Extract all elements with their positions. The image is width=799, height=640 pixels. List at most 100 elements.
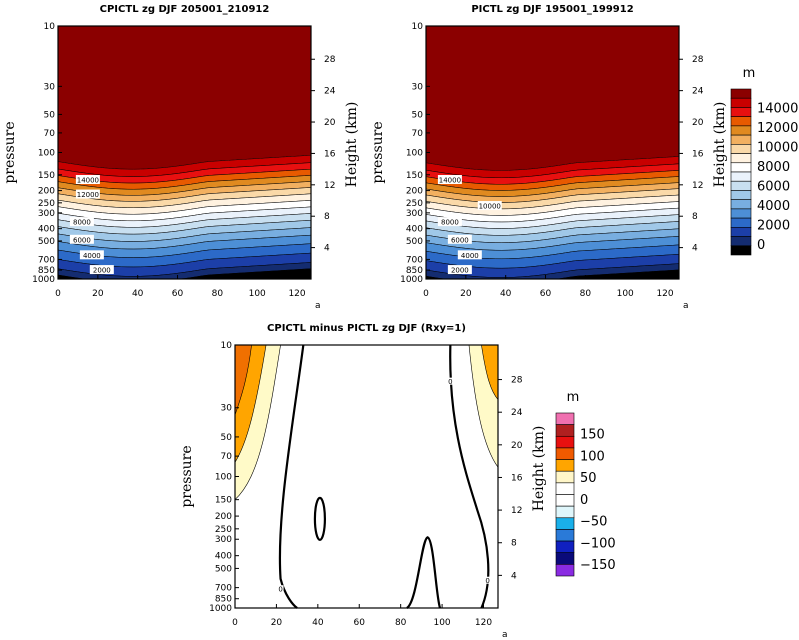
pressure-tick-label: 10 bbox=[412, 22, 424, 32]
contour-label: 8000 bbox=[73, 219, 91, 227]
pressure-tick-label: 50 bbox=[44, 110, 56, 120]
x-tick-label: 60 bbox=[172, 289, 184, 299]
plot-frame bbox=[425, 25, 680, 280]
x-tick-label: 120 bbox=[288, 289, 305, 299]
contour-label: 8000 bbox=[441, 219, 459, 227]
colorbar-label: 0 bbox=[580, 493, 588, 508]
pressure-tick-label: 1000 bbox=[32, 275, 55, 285]
contour-label-box bbox=[89, 265, 114, 275]
x-tick-label: 60 bbox=[540, 289, 552, 299]
colorbar-label: −150 bbox=[580, 558, 616, 573]
contour-label: 6000 bbox=[451, 236, 469, 244]
colorbar-swatch bbox=[730, 116, 752, 127]
colorbar-swatch bbox=[730, 217, 752, 228]
colorbar-swatch bbox=[555, 447, 575, 460]
height-tick-label: 28 bbox=[324, 55, 336, 65]
pressure-tick-label: 50 bbox=[412, 110, 424, 120]
colorbar-swatch bbox=[730, 227, 752, 237]
pressure-tick-label: 200 bbox=[215, 512, 232, 522]
pressure-tick-label: 250 bbox=[406, 199, 423, 209]
colorbar-label: 150 bbox=[580, 428, 605, 443]
x-tick-label: 0 bbox=[232, 618, 238, 628]
pressure-tick-label: 30 bbox=[221, 404, 233, 414]
x-tick-label: 20 bbox=[271, 618, 283, 628]
pressure-tick-label: 50 bbox=[221, 433, 233, 443]
pressure-tick-label: 10 bbox=[44, 22, 56, 32]
height-tick-label: 4 bbox=[324, 244, 330, 254]
zero-contour-right bbox=[449, 344, 490, 609]
x-tick-label: 100 bbox=[249, 289, 266, 299]
height-tick-label: 24 bbox=[692, 87, 704, 97]
colorbar-swatch bbox=[730, 208, 752, 219]
pressure-tick-label: 1000 bbox=[209, 604, 232, 614]
x-tick-label: 40 bbox=[132, 289, 144, 299]
contour-band bbox=[426, 26, 679, 171]
colorbar-swatch bbox=[730, 107, 752, 117]
x-tick-label: 0 bbox=[55, 289, 61, 299]
y-axis-label-pressure: pressure bbox=[2, 121, 18, 183]
contour-label-box bbox=[277, 585, 284, 593]
contour-label-box bbox=[447, 377, 454, 385]
colorbar-swatch bbox=[555, 470, 575, 484]
height-tick-label: 4 bbox=[511, 571, 517, 581]
pressure-tick-label: 400 bbox=[406, 225, 423, 235]
plot-frame bbox=[234, 344, 499, 609]
contour-label-box bbox=[447, 265, 472, 275]
x-tick-label: 120 bbox=[475, 618, 492, 628]
pressure-tick-label: 850 bbox=[38, 266, 55, 276]
colorbar-swatch bbox=[730, 171, 752, 182]
pressure-tick-label: 30 bbox=[44, 82, 56, 92]
contour-field-1: 14000 12000 8000 6000 4000 2000 bbox=[57, 26, 312, 280]
pressure-tick-label: 100 bbox=[406, 149, 423, 159]
height-tick-label: 12 bbox=[511, 506, 522, 516]
contour-label: 2000 bbox=[451, 267, 469, 275]
contour-label: 4000 bbox=[83, 252, 101, 260]
contour-label-box bbox=[447, 234, 472, 244]
pressure-tick-label: 700 bbox=[406, 255, 423, 265]
contour-field-2: 14000 10000 8000 6000 4000 2000 bbox=[425, 26, 680, 280]
x-tick-label: 40 bbox=[312, 618, 324, 628]
height-tick-label: 20 bbox=[324, 118, 336, 128]
contour-label-box bbox=[457, 250, 482, 260]
pressure-tick-label: 300 bbox=[215, 535, 232, 545]
height-tick-label: 20 bbox=[692, 118, 704, 128]
height-tick-label: 8 bbox=[511, 539, 517, 549]
height-tick-label: 24 bbox=[324, 87, 336, 97]
colorbar-swatch bbox=[555, 564, 575, 577]
pressure-tick-label: 150 bbox=[38, 171, 55, 181]
colorbar-swatch bbox=[730, 190, 752, 200]
contour-label-box bbox=[75, 175, 100, 185]
x-tick-label: 0 bbox=[423, 289, 429, 299]
y-axis-label-pressure: pressure bbox=[179, 445, 195, 507]
x-tick-label: 20 bbox=[92, 289, 104, 299]
height-tick-label: 28 bbox=[692, 55, 704, 65]
pressure-tick-label: 850 bbox=[406, 266, 423, 276]
contour-label-box bbox=[484, 576, 491, 584]
y-axis-label-height: Height (km) bbox=[531, 426, 547, 512]
contour-field-3: 0 0 0 bbox=[234, 344, 499, 609]
height-tick-label: 8 bbox=[692, 212, 698, 222]
pressure-tick-label: 100 bbox=[38, 149, 55, 159]
pressure-tick-label: 300 bbox=[406, 209, 423, 219]
x-tick-label: 80 bbox=[395, 618, 407, 628]
height-tick-label: 12 bbox=[324, 181, 335, 191]
colorbar-swatch bbox=[730, 153, 752, 164]
x-tick-label: 100 bbox=[433, 618, 450, 628]
pressure-tick-label: 700 bbox=[38, 255, 55, 265]
pressure-tick-label: 1000 bbox=[400, 275, 423, 285]
pressure-tick-label: 200 bbox=[406, 187, 423, 197]
plot-frame bbox=[57, 25, 312, 280]
colorbar-label: 100 bbox=[580, 449, 605, 464]
height-tick-label: 28 bbox=[511, 376, 523, 386]
contour-label-box bbox=[79, 250, 104, 260]
panel-title: PICTL zg DJF 195001_199912 bbox=[471, 4, 633, 15]
colorbar-swatch bbox=[730, 125, 752, 136]
colorbar-label: 6000 bbox=[757, 180, 790, 195]
height-tick-label: 24 bbox=[511, 408, 523, 418]
contour-label-box bbox=[69, 217, 94, 227]
pressure-tick-label: 10 bbox=[221, 341, 233, 351]
x-tick-label: 20 bbox=[460, 289, 472, 299]
colorbar-swatch bbox=[730, 162, 752, 173]
height-tick-label: 20 bbox=[511, 441, 523, 451]
contour-label-box bbox=[477, 201, 502, 211]
